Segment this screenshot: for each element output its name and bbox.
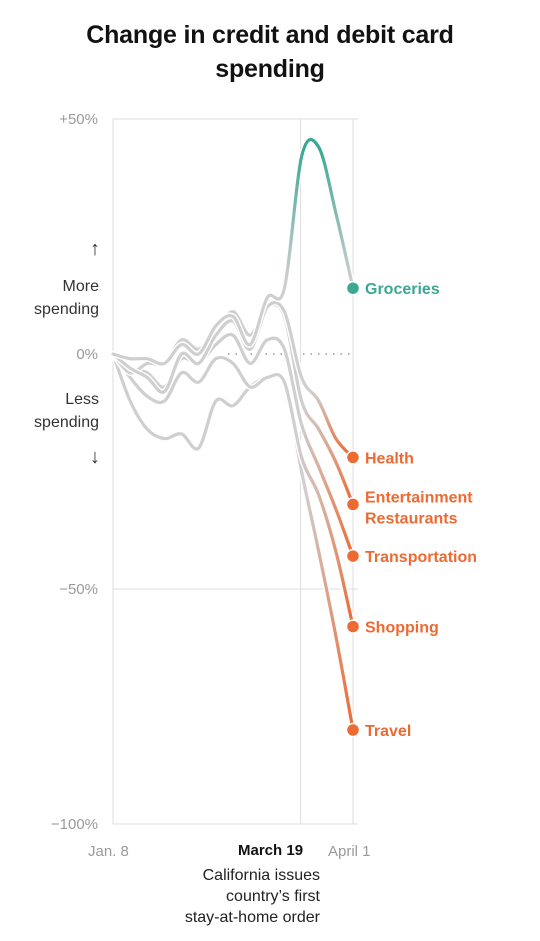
less-label-line-1: Less	[65, 391, 99, 408]
event-annotation: California issues country’s first stay-a…	[140, 865, 320, 928]
x-tick-start: Jan. 8	[88, 843, 129, 860]
series-label: Travel	[365, 723, 411, 740]
series-label: Shopping	[365, 620, 439, 637]
chart-series-labels: Travel Shopping Transportation Entertainmen…	[365, 281, 477, 740]
event-note-line-1: California issues	[202, 867, 320, 884]
y-tick-label: +50%	[59, 111, 98, 128]
series-endpoint	[345, 548, 361, 564]
more-label-line-1: More	[62, 278, 99, 295]
chart-series-endpoints	[345, 280, 361, 738]
series-label: Transportation	[365, 549, 477, 566]
series-endpoint	[345, 722, 361, 738]
less-label-line-2: spending	[34, 414, 99, 431]
down-arrow-icon: ↓	[90, 446, 100, 468]
x-tick-end: April 1	[328, 843, 371, 860]
y-tick-label: −50%	[59, 581, 98, 598]
chart-grid: +50% 0% −50% −100%	[51, 111, 358, 833]
series-line	[111, 332, 355, 558]
x-tick-event: March 19	[238, 842, 304, 859]
event-note-line-2: country’s first	[226, 888, 320, 905]
up-arrow-icon: ↑	[90, 238, 100, 260]
series-endpoint	[345, 450, 361, 465]
series-endpoint	[345, 619, 361, 634]
chart-series-lines	[110, 136, 356, 733]
series-label: Health	[365, 450, 414, 467]
series-line	[111, 137, 355, 366]
chart-title-line-2: spending	[215, 55, 325, 83]
less-spending-label: Less spending	[14, 388, 99, 434]
series-line	[111, 352, 355, 629]
series-line	[111, 300, 355, 459]
series-label: Entertainment Restaurants	[365, 489, 473, 527]
more-spending-label: More spending	[14, 275, 99, 321]
series-endpoint	[345, 280, 361, 296]
series-label: Groceries	[365, 281, 440, 298]
series-line	[111, 352, 355, 732]
y-tick-label: 0%	[76, 346, 98, 363]
event-note-line-3: stay-at-home order	[184, 909, 320, 926]
chart-title-line-1: Change in credit and debit card	[86, 21, 454, 49]
y-tick-label: −100%	[51, 816, 98, 833]
series-line-halo	[110, 136, 356, 367]
more-label-line-2: spending	[34, 301, 99, 318]
series-endpoint	[345, 497, 361, 512]
chart-title: Change in credit and debit card spending	[0, 18, 540, 86]
